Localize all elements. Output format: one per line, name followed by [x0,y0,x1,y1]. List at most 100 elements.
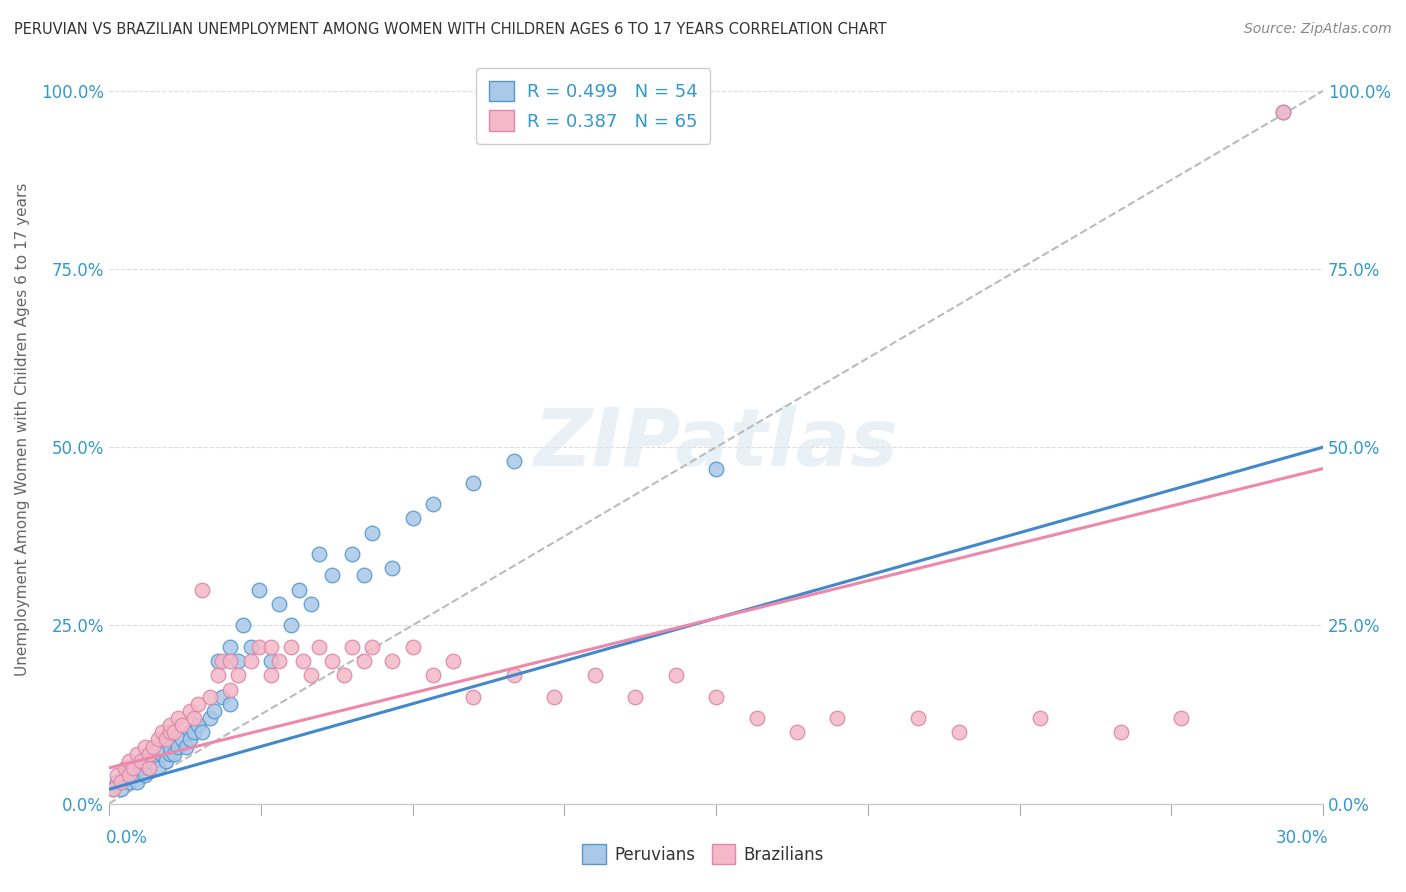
Point [179,704,201,718]
Text: Source: ZipAtlas.com: Source: ZipAtlas.com [1244,22,1392,37]
Text: ZIPatlas: ZIPatlas [533,405,898,483]
Point [704,690,727,704]
Point [1109,725,1132,739]
Point [247,582,270,597]
Point [179,732,201,747]
Point [665,668,688,682]
Point [441,654,464,668]
Point [219,697,242,711]
Point [907,711,929,725]
Point [198,690,221,704]
Point [502,668,524,682]
Point [422,668,444,682]
Point [288,582,311,597]
Point [179,725,201,739]
Point [463,475,485,490]
Point [219,640,242,654]
Point [340,547,363,561]
Point [110,775,132,789]
Point [183,725,205,739]
Point [142,739,165,754]
Point [134,739,156,754]
Point [502,454,524,468]
Point [118,775,141,789]
Point [131,761,153,775]
Point [114,768,136,782]
Point [704,461,727,475]
Point [211,654,233,668]
Point [280,618,302,632]
Point [198,711,221,725]
Point [422,497,444,511]
Point [381,654,404,668]
Point [267,597,290,611]
Point [1170,711,1192,725]
Point [159,747,181,761]
Point [260,668,283,682]
Point [146,761,169,775]
Point [191,582,214,597]
Legend: R = 0.499   N = 54, R = 0.387   N = 65: R = 0.499 N = 54, R = 0.387 N = 65 [477,68,710,144]
Point [166,711,188,725]
Point [219,654,242,668]
Point [170,732,193,747]
Point [231,618,253,632]
Point [1271,105,1294,120]
Point [228,654,250,668]
Point [948,725,970,739]
Point [114,761,136,775]
Point [624,690,647,704]
Text: PERUVIAN VS BRAZILIAN UNEMPLOYMENT AMONG WOMEN WITH CHILDREN AGES 6 TO 17 YEARS : PERUVIAN VS BRAZILIAN UNEMPLOYMENT AMONG… [14,22,887,37]
Point [187,718,209,732]
Point [401,511,423,525]
Point [187,697,209,711]
Point [163,747,186,761]
Point [1029,711,1052,725]
Point [159,739,181,754]
Point [207,668,229,682]
Legend: Peruvians, Brazilians: Peruvians, Brazilians [575,838,831,871]
Point [138,761,160,775]
Point [239,640,262,654]
Point [122,768,145,782]
Text: 30.0%: 30.0% [1277,829,1329,847]
Point [155,754,177,768]
Point [138,754,160,768]
Point [118,754,141,768]
Point [308,640,330,654]
Point [146,732,169,747]
Point [166,739,188,754]
Point [267,654,290,668]
Point [361,525,384,540]
Point [340,640,363,654]
Point [239,654,262,668]
Point [207,654,229,668]
Point [118,761,141,775]
Point [543,690,565,704]
Point [247,640,270,654]
Point [101,782,124,797]
Point [155,732,177,747]
Point [202,704,225,718]
Point [127,775,149,789]
Point [280,640,302,654]
Point [361,640,384,654]
Point [308,547,330,561]
Y-axis label: Unemployment Among Women with Children Ages 6 to 17 years: Unemployment Among Women with Children A… [15,183,30,676]
Point [127,747,149,761]
Point [786,725,808,739]
Point [381,561,404,575]
Point [332,668,354,682]
Point [118,768,141,782]
Point [159,725,181,739]
Point [260,654,283,668]
Point [463,690,485,704]
Point [150,725,173,739]
Text: 0.0%: 0.0% [105,829,148,847]
Point [260,640,283,654]
Point [299,597,322,611]
Point [163,725,186,739]
Point [401,640,423,654]
Point [159,718,181,732]
Point [105,775,128,789]
